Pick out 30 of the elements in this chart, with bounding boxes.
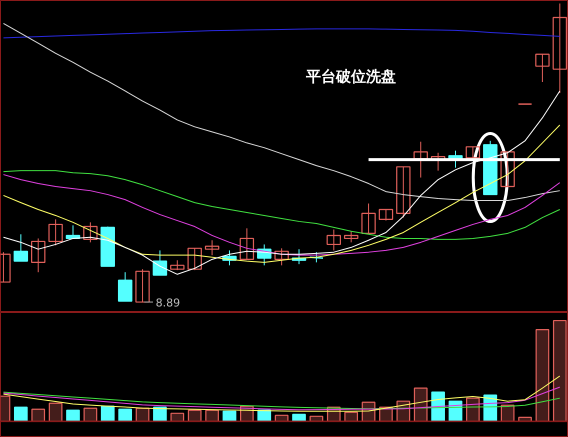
candlestick (466, 146, 480, 158)
candlestick (83, 222, 98, 243)
candlestick (240, 228, 254, 260)
candlestick (552, 2, 568, 94)
candlestick (187, 248, 202, 271)
candlestick (500, 151, 515, 188)
candlestick (31, 238, 46, 273)
candlestick (378, 208, 394, 222)
candlestick (274, 248, 289, 266)
bar (222, 410, 236, 422)
bar (552, 320, 567, 422)
candlestick (344, 230, 358, 243)
candlestick (204, 240, 220, 256)
candlestick (170, 260, 185, 271)
candlestick (152, 250, 168, 276)
annotation: 8.89 (156, 296, 180, 310)
annotation: 平台破位洗盘 (304, 68, 396, 86)
candlestick (309, 252, 324, 263)
candlestick (326, 229, 341, 251)
bar (536, 329, 550, 422)
candlestick (396, 166, 411, 218)
bar (66, 410, 80, 422)
bar (48, 402, 62, 422)
bar (14, 406, 28, 422)
candlestick (118, 272, 132, 302)
bar (84, 408, 98, 422)
candlestick (535, 54, 550, 83)
candlestick (361, 203, 376, 234)
candlestick (48, 218, 63, 246)
candlestick (14, 234, 28, 262)
